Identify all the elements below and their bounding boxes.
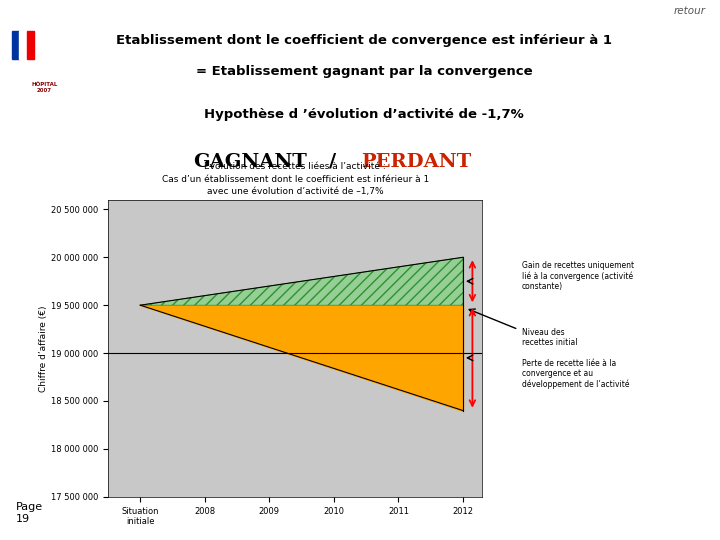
Title: Evolution des recettes liées à l’activité :
Cas d’un établissement dont le coeff: Evolution des recettes liées à l’activit… bbox=[161, 162, 429, 196]
Text: Gain de recettes uniquement
lié à la convergence (activité
constante): Gain de recettes uniquement lié à la con… bbox=[522, 261, 634, 291]
Y-axis label: Chiffre d’affaire (€): Chiffre d’affaire (€) bbox=[39, 305, 48, 392]
Bar bbox=[12, 31, 19, 59]
Polygon shape bbox=[140, 305, 463, 410]
Bar bbox=[27, 31, 34, 59]
Text: GAGNANT: GAGNANT bbox=[194, 153, 307, 171]
Text: = Etablissement gagnant par la convergence: = Etablissement gagnant par la convergen… bbox=[196, 65, 533, 78]
Text: retour: retour bbox=[674, 6, 706, 17]
Bar bbox=[19, 31, 27, 59]
Text: Niveau des
recettes initial: Niveau des recettes initial bbox=[522, 328, 577, 347]
Text: Etablissement dont le coefficient de convergence est inférieur à 1: Etablissement dont le coefficient de con… bbox=[117, 34, 612, 47]
Text: PERDANT: PERDANT bbox=[361, 153, 471, 171]
Text: /: / bbox=[329, 153, 336, 171]
Text: Hypothèse d ’évolution d’activité de -1,7%: Hypothèse d ’évolution d’activité de -1,… bbox=[204, 109, 524, 122]
Text: Page
19: Page 19 bbox=[16, 502, 43, 524]
Text: Perte de recette liée à la
convergence et au
développement de l’activité: Perte de recette liée à la convergence e… bbox=[522, 359, 629, 389]
Polygon shape bbox=[140, 257, 463, 305]
Text: HÔPITAL
2007: HÔPITAL 2007 bbox=[32, 82, 58, 92]
